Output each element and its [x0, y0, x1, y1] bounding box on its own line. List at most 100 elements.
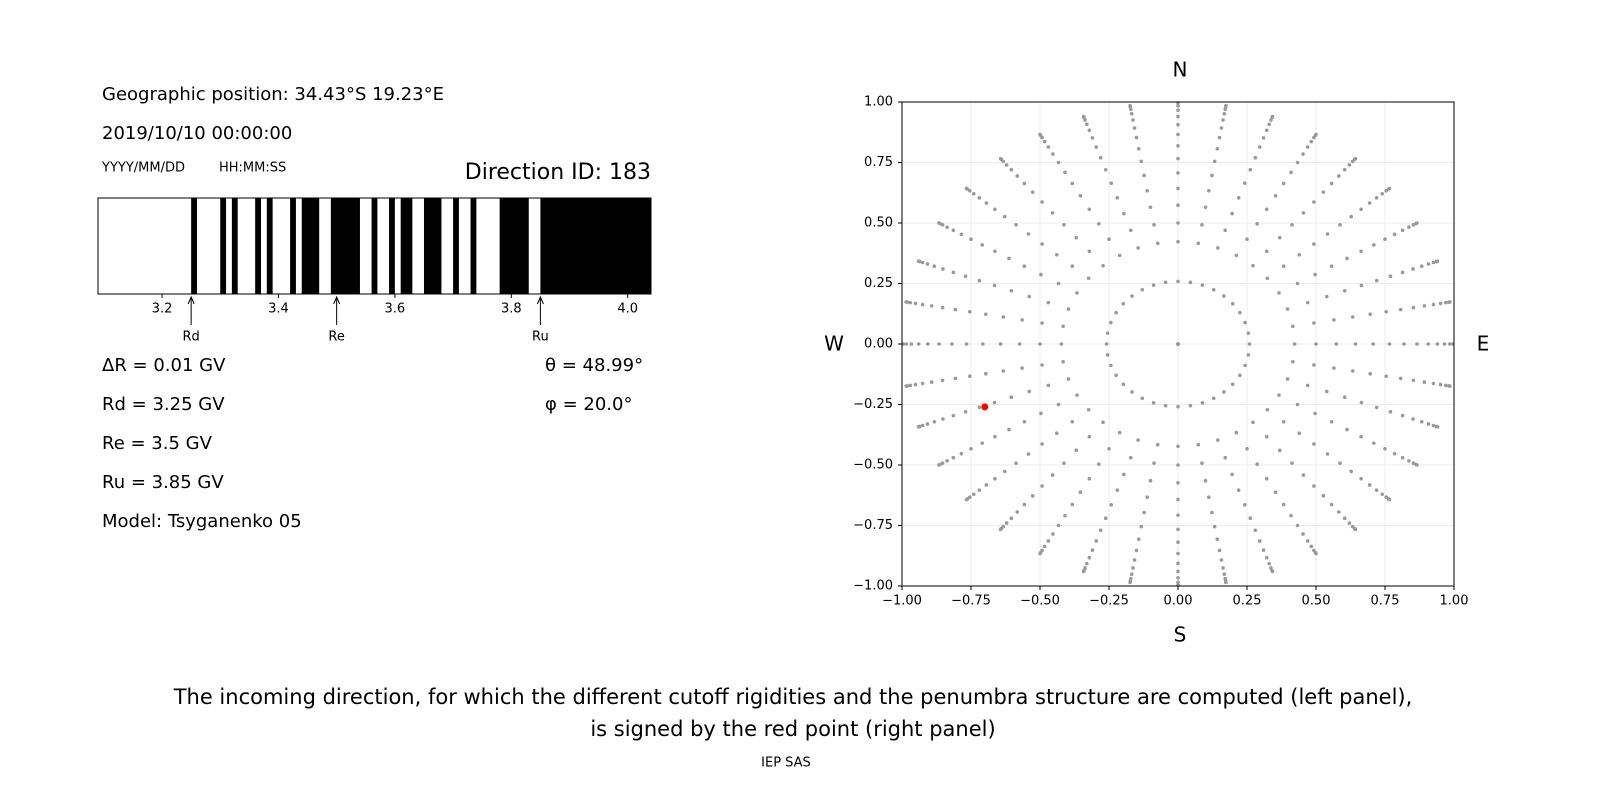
direction-point [1407, 459, 1411, 463]
footer: IEP SAS [761, 756, 811, 771]
direction-point [1081, 569, 1086, 574]
direction-point [981, 342, 985, 346]
direction-point [1234, 430, 1239, 435]
direction-point [1200, 461, 1204, 465]
direction-point [1128, 103, 1132, 108]
penumbra-band [220, 198, 227, 294]
penumbra-band [330, 198, 360, 294]
direction-point [1040, 200, 1044, 204]
direction-point [1368, 312, 1372, 317]
direction-point [1387, 186, 1392, 191]
direction-point [1086, 276, 1091, 281]
direction-point [1431, 381, 1436, 386]
direction-point [1277, 235, 1282, 240]
direction-point [993, 476, 997, 481]
direction-point [1261, 548, 1266, 552]
direction-point [1251, 420, 1255, 425]
direction-point [1347, 163, 1352, 167]
direction-point [951, 413, 956, 418]
direction-point [1134, 135, 1139, 140]
direction-point [1087, 434, 1092, 439]
direction-point [1313, 272, 1317, 277]
direction-point [1312, 442, 1316, 446]
direction-point [1248, 167, 1253, 172]
direction-point [1442, 342, 1447, 346]
direction-point [1142, 173, 1146, 178]
penumbra-band [266, 198, 273, 294]
direction-point [1004, 521, 1009, 525]
direction-point [1203, 205, 1208, 210]
penumbra-band [400, 198, 413, 294]
direction-point [1219, 558, 1224, 562]
direction-point [945, 225, 949, 229]
direction-point [1398, 307, 1403, 312]
direction-point [1392, 451, 1397, 456]
direction-point [1295, 402, 1300, 407]
marker-arrowhead [187, 295, 195, 305]
direction-point [1314, 132, 1318, 137]
direction-point [1255, 221, 1259, 226]
direction-point [1384, 310, 1389, 314]
direction-point [913, 382, 918, 387]
direction-point [1027, 389, 1032, 394]
direction-point [1040, 484, 1044, 488]
direction-point [1027, 294, 1032, 299]
direction-point [1222, 294, 1226, 298]
direction-point [1222, 111, 1227, 116]
direction-point [1281, 502, 1286, 507]
direction-point [1129, 576, 1133, 581]
x-tick-label: 0.25 [1233, 594, 1262, 609]
direction-point [1188, 280, 1193, 285]
direction-point [1014, 223, 1018, 227]
direction-point [1217, 135, 1222, 140]
direction-point [1321, 190, 1326, 194]
direction-point [925, 422, 930, 426]
direction-point [1152, 461, 1156, 465]
direction-point [969, 237, 973, 242]
direction-point [1443, 300, 1448, 305]
direction-point [1374, 278, 1379, 283]
direction-point [1139, 159, 1144, 164]
direction-point [1411, 267, 1415, 271]
direction-point [1022, 419, 1027, 424]
direction-point [1038, 551, 1042, 556]
direction-point [909, 342, 914, 346]
model: Model: Tsyganenko 05 [102, 511, 302, 532]
direction-point [1066, 377, 1071, 381]
direction-point [1075, 291, 1079, 295]
direction-point [1050, 473, 1055, 477]
direction-point [967, 374, 972, 378]
direction-point [1419, 419, 1424, 424]
direction-point [1312, 200, 1316, 204]
direction-point [908, 383, 913, 388]
direction-point [1015, 174, 1020, 178]
direction-id: Direction ID: 183 [465, 160, 651, 185]
direction-point [1090, 136, 1095, 140]
direction-point [1324, 389, 1329, 394]
direction-point [1285, 377, 1290, 381]
east: E [1477, 332, 1490, 356]
direction-point [1257, 539, 1262, 543]
penumbra-band [470, 198, 477, 294]
direction-point [1142, 510, 1146, 515]
direction-point [1374, 488, 1379, 492]
direction-point [1131, 118, 1135, 122]
direction-point [1342, 516, 1347, 521]
x-tick-label: 4.0 [617, 302, 638, 317]
direction-point [940, 378, 945, 383]
direction-point [1136, 246, 1140, 250]
y-tick-label: −0.25 [853, 397, 893, 412]
y-tick-label: −0.75 [853, 518, 893, 533]
direction-point [1062, 461, 1066, 465]
direction-point [1176, 221, 1180, 225]
direction-point [1094, 539, 1099, 543]
direction-point [977, 488, 982, 492]
direction-point [1247, 342, 1252, 346]
direction-point [1219, 126, 1224, 130]
direction-point [1062, 223, 1066, 227]
direction-point [1015, 510, 1020, 514]
direction-point [1140, 287, 1145, 292]
direction-point [1061, 324, 1065, 329]
direction-point [1398, 376, 1403, 381]
direction-point [1038, 342, 1042, 346]
